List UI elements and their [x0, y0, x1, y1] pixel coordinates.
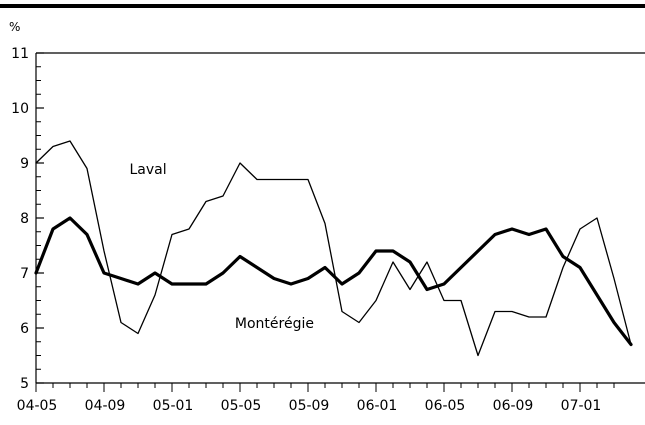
series-label: Laval [130, 162, 167, 178]
x-tick-label: 05-05 [221, 398, 262, 414]
y-tick-label: 11 [11, 46, 29, 62]
series-line-montrgie [34, 216, 633, 347]
x-tick-label: 04-05 [17, 398, 58, 414]
x-tick-label: 06-09 [493, 398, 534, 414]
x-tick-label: 07-01 [561, 398, 602, 414]
y-tick-label: 6 [20, 321, 29, 337]
x-tick-label: 05-09 [289, 398, 330, 414]
y-unit-label: % [9, 20, 20, 34]
x-tick-label: 04-09 [85, 398, 126, 414]
y-tick-label: 7 [20, 266, 29, 282]
series-lines [34, 140, 633, 357]
top-rule [0, 4, 645, 8]
x-axis-ticks: 04-05 04-09 05-01 05-05 05-09 06-01 06-05 06-09… [17, 383, 615, 414]
series-line-laval [35, 140, 632, 357]
y-tick-label: 8 [20, 211, 29, 227]
y-tick-label: 10 [11, 101, 29, 117]
y-axis-ticks: 5 6 7 8 9 10 11 [11, 46, 44, 392]
series-label: Montérégie [235, 316, 314, 332]
y-tick-label: 9 [20, 156, 29, 172]
y-tick-label: 5 [20, 376, 29, 392]
x-tick-label: 05-01 [153, 398, 194, 414]
series-labels: Laval Montérégie [130, 162, 314, 332]
x-tick-label: 06-05 [425, 398, 466, 414]
x-tick-label: 06-01 [357, 398, 398, 414]
